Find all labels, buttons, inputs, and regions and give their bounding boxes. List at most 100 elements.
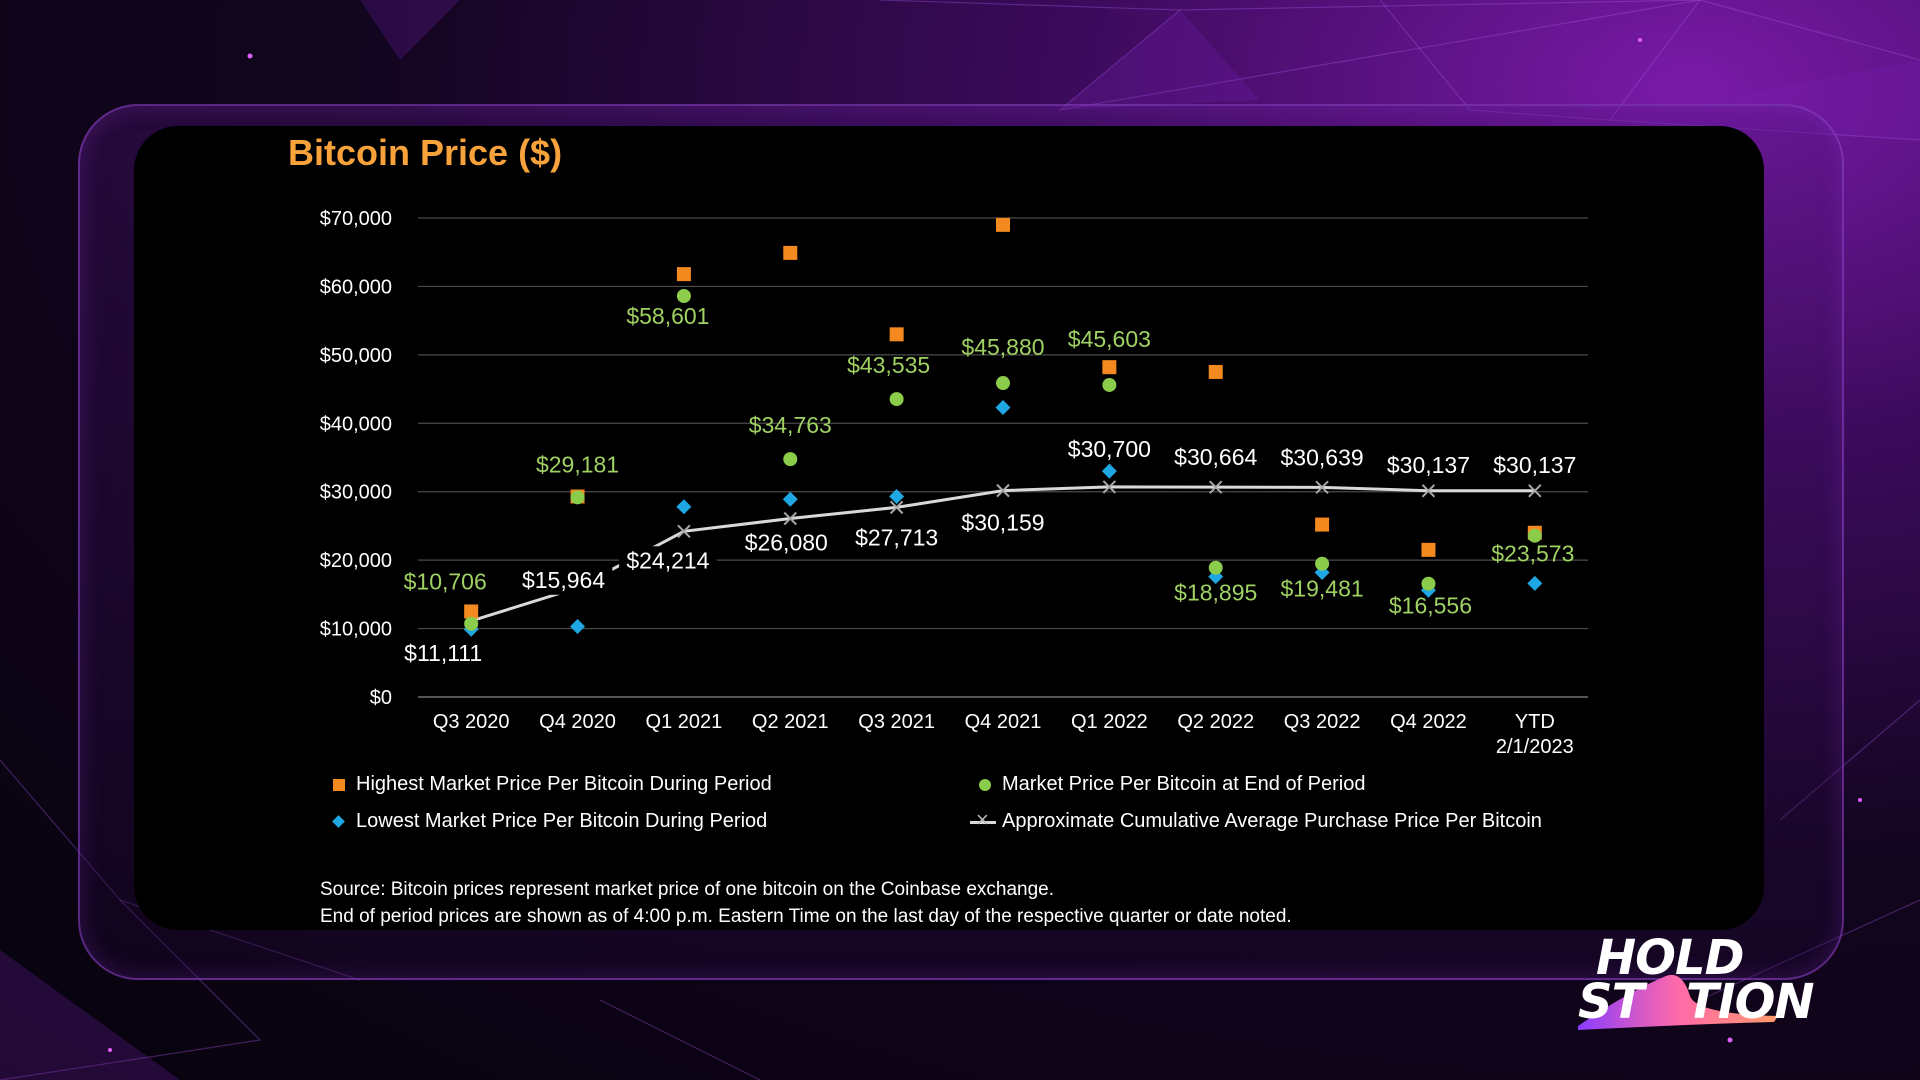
- footnote-end-period: End of period prices are shown as of 4:0…: [320, 906, 1292, 927]
- legend-label-lowest: Lowest Market Price Per Bitcoin During P…: [356, 810, 768, 832]
- x-line-marker-icon: [970, 807, 996, 833]
- label-backdrop: [619, 546, 717, 576]
- lowest-price-point: [1527, 575, 1543, 591]
- average-price-label: $30,664: [1174, 444, 1257, 470]
- holdstation-logo: HOLD ST TION: [1578, 930, 1815, 1030]
- diamond-marker-icon: [328, 811, 350, 833]
- average-price-label: $26,080: [745, 530, 828, 556]
- square-marker-icon: [328, 774, 350, 796]
- average-price-label: $30,159: [961, 510, 1044, 536]
- end-price-point: [889, 392, 904, 407]
- average-price-point: [1102, 480, 1117, 494]
- legend-item-average: Approximate Cumulative Average Purchase …: [970, 807, 1542, 833]
- end-price-label: $34,763: [749, 412, 832, 438]
- average-price-point: [1528, 484, 1542, 498]
- average-price-label: $30,137: [1493, 452, 1576, 478]
- end-price-label: $18,895: [1174, 580, 1257, 606]
- end-price-label: $43,535: [847, 352, 930, 378]
- lowest-price-point: [889, 489, 905, 505]
- y-tick-label: $40,000: [320, 413, 392, 435]
- x-tick-label: Q4 2021: [965, 711, 1042, 733]
- circle-marker-icon: [974, 774, 996, 796]
- average-price-label: $30,639: [1281, 444, 1364, 470]
- end-price-point: [1421, 576, 1436, 591]
- average-price-point: [1315, 480, 1329, 495]
- logo-text-st: ST: [1578, 974, 1644, 1030]
- logo-text-hold: HOLD: [1596, 930, 1744, 986]
- lowest-price-point: [782, 491, 798, 507]
- legend-label-end: Market Price Per Bitcoin at End of Perio…: [1002, 773, 1366, 795]
- y-tick-label: $60,000: [320, 276, 392, 298]
- average-price-point: [889, 500, 904, 515]
- highest-price-point: [1421, 542, 1436, 557]
- end-price-label: $16,556: [1389, 593, 1472, 619]
- x-tick-label: Q2 2022: [1177, 711, 1254, 733]
- end-price-point: [570, 490, 585, 505]
- highest-price-point: [1208, 364, 1223, 379]
- end-price-point: [996, 376, 1010, 391]
- end-price-point: [1315, 556, 1330, 571]
- highest-price-point: [1102, 360, 1117, 375]
- x-tick-label: Q3 2020: [433, 711, 510, 733]
- y-tick-label: $0: [370, 687, 392, 709]
- end-price-point: [1208, 560, 1223, 575]
- legend-item-highest: Highest Market Price Per Bitcoin During …: [328, 773, 772, 796]
- x-tick-label: Q1 2021: [646, 711, 723, 733]
- average-price-label: $27,713: [855, 524, 938, 550]
- label-backdrop: [514, 565, 613, 595]
- highest-price-point: [676, 267, 691, 282]
- highest-price-point: [889, 327, 904, 342]
- average-price-label: $30,700: [1068, 436, 1151, 462]
- average-price-label: $15,964: [522, 567, 605, 593]
- end-price-point: [464, 616, 479, 631]
- label-backdrop: [1166, 443, 1265, 473]
- lowest-price-point: [1101, 463, 1117, 479]
- lowest-price-point: [570, 619, 586, 635]
- lowest-price-point: [995, 400, 1011, 416]
- chart-panel: [134, 126, 1764, 930]
- average-price-point: [1209, 480, 1223, 494]
- average-price-point: [1421, 484, 1436, 498]
- label-backdrop: [1379, 450, 1478, 480]
- y-tick-label: $10,000: [320, 619, 392, 641]
- end-price-label: $58,601: [626, 303, 709, 329]
- x-tick-label: Q3 2022: [1284, 711, 1361, 733]
- end-price-label: $10,706: [404, 569, 487, 595]
- legend-item-end: Market Price Per Bitcoin at End of Perio…: [974, 773, 1366, 796]
- logo-text-tion: TION: [1686, 974, 1815, 1030]
- label-backdrop: [954, 508, 1052, 538]
- y-tick-label: $20,000: [320, 550, 392, 572]
- end-price-point: [1102, 377, 1117, 392]
- highest-price-point: [1315, 517, 1330, 532]
- end-price-label: $19,481: [1281, 576, 1364, 602]
- label-backdrop: [737, 528, 836, 558]
- highest-price-point: [783, 245, 798, 260]
- x-tick-label: Q1 2022: [1071, 711, 1148, 733]
- highest-price-point: [464, 604, 479, 619]
- label-backdrop: [847, 523, 946, 553]
- x-tick-label: Q2 2021: [752, 711, 829, 733]
- end-price-label: $29,181: [536, 451, 619, 477]
- y-tick-label: $50,000: [320, 345, 392, 367]
- label-backdrop: [1273, 443, 1371, 473]
- average-price-label: $11,111: [404, 640, 482, 666]
- average-price-point: [996, 483, 1010, 498]
- x-tick-label: YTD 2/1/2023: [1496, 711, 1574, 758]
- x-tick-label: Q4 2020: [539, 711, 616, 733]
- label-backdrop: [1486, 450, 1584, 480]
- end-price-point: [783, 452, 798, 467]
- label-backdrop: [1060, 434, 1159, 464]
- end-price-point: [676, 289, 691, 304]
- average-price-point: [783, 511, 797, 526]
- legend-label-average: Approximate Cumulative Average Purchase …: [1002, 810, 1542, 832]
- highest-price-point: [996, 217, 1010, 232]
- average-price-point: [677, 524, 691, 539]
- x-tick-label: Q4 2022: [1390, 711, 1467, 733]
- end-price-label: $45,880: [961, 334, 1044, 360]
- end-price-label: $45,603: [1068, 326, 1151, 352]
- footnote-source: Source: Bitcoin prices represent market …: [320, 879, 1055, 900]
- legend-item-lowest: Lowest Market Price Per Bitcoin During P…: [328, 810, 767, 833]
- chart-title: Bitcoin Price ($): [288, 132, 563, 173]
- y-tick-label: $70,000: [320, 208, 392, 230]
- end-price-label: $23,573: [1491, 541, 1574, 567]
